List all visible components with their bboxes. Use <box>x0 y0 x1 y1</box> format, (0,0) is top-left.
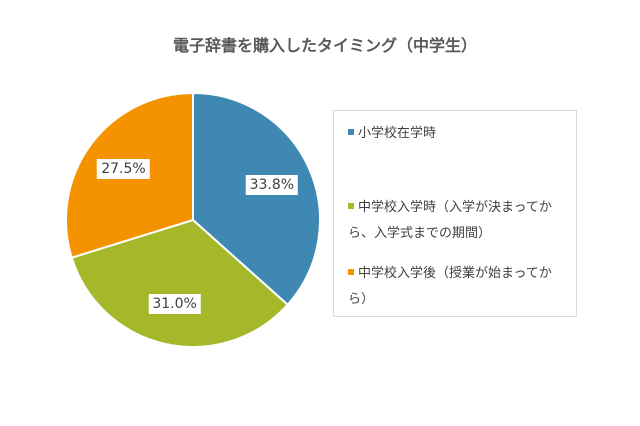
data-label: 31.0% <box>148 294 201 315</box>
legend: 小学校在学時 中学校入学時（入学が決まってから、入学式までの期間） 中学校入学後… <box>333 110 577 317</box>
legend-swatch <box>348 268 354 275</box>
data-label: 33.8% <box>245 174 299 195</box>
legend-item: 小学校在学時 <box>348 121 570 147</box>
legend-item: 中学校入学後（授業が始まってから） <box>348 261 570 313</box>
legend-label: 中学校入学後（授業が始まってから） <box>348 266 552 307</box>
pie-slice <box>192 91 321 307</box>
chart-title: 電子辞書を購入したタイミング（中学生） <box>172 36 477 55</box>
legend-item: 中学校入学時（入学が決まってから、入学式までの期間） <box>348 195 570 247</box>
pie-slice <box>70 218 290 348</box>
legend-swatch <box>348 128 354 135</box>
data-label: 27.5% <box>97 158 150 179</box>
legend-label: 中学校入学時（入学が決まってから、入学式までの期間） <box>348 200 552 241</box>
legend-label: 小学校在学時 <box>358 126 437 141</box>
legend-swatch <box>348 202 354 209</box>
